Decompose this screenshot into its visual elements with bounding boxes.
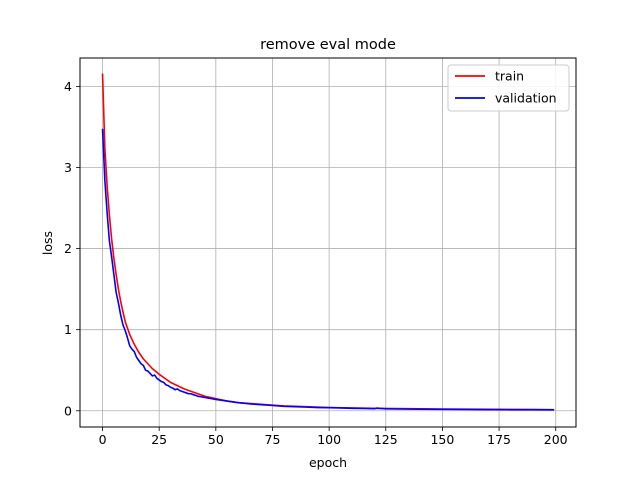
tick-layer: 0 25 50 75 100 125 150 175 200 0 1 2 3 4 [64,79,568,447]
x-tick-label: 175 [487,432,511,447]
series-line-validation [101,128,555,411]
y-tick-label: 3 [64,160,72,175]
x-tick-label: 50 [208,432,224,447]
y-axis-label: loss [40,231,55,255]
x-tick-label: 25 [151,432,167,447]
grid-layer [80,58,576,427]
y-tick-label: 2 [64,241,72,256]
y-tick-label: 0 [64,403,72,418]
y-tick-label: 1 [64,322,72,337]
x-tick-label: 100 [317,432,341,447]
x-tick-label: 150 [430,432,454,447]
y-tick-label: 4 [64,79,72,94]
plot-frame [79,57,577,428]
x-tick-label: 75 [265,432,281,447]
chart-title: remove eval mode [260,37,396,53]
legend-label-train: train [495,69,524,84]
legend-label-validation: validation [495,91,557,106]
x-axis-label: epoch [309,455,347,470]
x-tick-label: 200 [544,432,568,447]
series-layer [101,73,555,411]
x-tick-label: 125 [374,432,398,447]
x-tick-label: 0 [99,432,107,447]
legend: train validation [447,64,570,112]
